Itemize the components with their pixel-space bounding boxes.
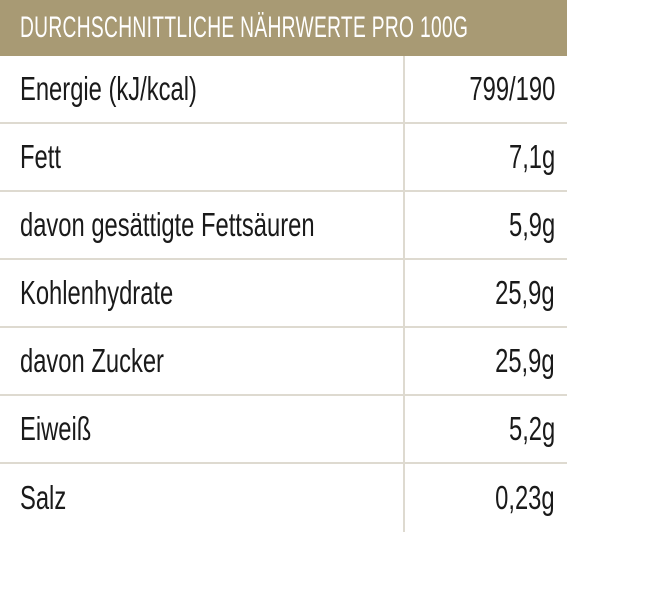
- row-value-cell: 5,9g: [405, 192, 567, 258]
- row-label-cell: davon Zucker: [0, 328, 405, 394]
- row-value-cell: 5,2g: [405, 396, 567, 462]
- row-value-cell: 0,23g: [405, 464, 567, 532]
- row-value: 5,9g: [508, 206, 555, 243]
- table-title: DURCHSCHNITTLICHE NÄHRWERTE PRO 100G: [20, 11, 469, 44]
- row-label-cell: Energie (kJ/kcal): [0, 56, 405, 122]
- row-value-cell: 25,9g: [405, 328, 567, 394]
- table-body: Energie (kJ/kcal) 799/190 Fett 7,1g davo…: [0, 56, 567, 532]
- row-label-cell: Salz: [0, 464, 405, 532]
- row-label-cell: davon gesättigte Fettsäuren: [0, 192, 405, 258]
- row-value-cell: 799/190: [405, 56, 567, 122]
- row-value: 5,2g: [508, 410, 555, 447]
- row-value: 7,1g: [508, 138, 555, 175]
- table-row-sugar: davon Zucker 25,9g: [0, 328, 567, 396]
- row-label: Fett: [20, 138, 61, 175]
- row-label-cell: Eiweiß: [0, 396, 405, 462]
- row-value-cell: 25,9g: [405, 260, 567, 326]
- table-row-fat: Fett 7,1g: [0, 124, 567, 192]
- row-value-cell: 7,1g: [405, 124, 567, 190]
- row-label-cell: Kohlenhydrate: [0, 260, 405, 326]
- table-row-carbohydrates: Kohlenhydrate 25,9g: [0, 260, 567, 328]
- row-value: 799/190: [469, 70, 555, 107]
- table-row-salt: Salz 0,23g: [0, 464, 567, 532]
- row-value: 25,9g: [495, 342, 555, 379]
- nutrition-table: DURCHSCHNITTLICHE NÄHRWERTE PRO 100G Ene…: [0, 0, 567, 532]
- row-value: 0,23g: [495, 479, 555, 516]
- row-label-cell: Fett: [0, 124, 405, 190]
- table-row-energy: Energie (kJ/kcal) 799/190: [0, 56, 567, 124]
- table-row-saturated-fat: davon gesättigte Fettsäuren 5,9g: [0, 192, 567, 260]
- row-label: davon Zucker: [20, 342, 164, 379]
- row-label: Salz: [20, 479, 67, 516]
- row-label: Energie (kJ/kcal): [20, 70, 197, 107]
- row-value: 25,9g: [495, 274, 555, 311]
- table-header: DURCHSCHNITTLICHE NÄHRWERTE PRO 100G: [0, 0, 567, 56]
- row-label: davon gesättigte Fettsäuren: [20, 206, 315, 243]
- row-label: Kohlenhydrate: [20, 274, 174, 311]
- row-label: Eiweiß: [20, 410, 92, 447]
- table-row-protein: Eiweiß 5,2g: [0, 396, 567, 464]
